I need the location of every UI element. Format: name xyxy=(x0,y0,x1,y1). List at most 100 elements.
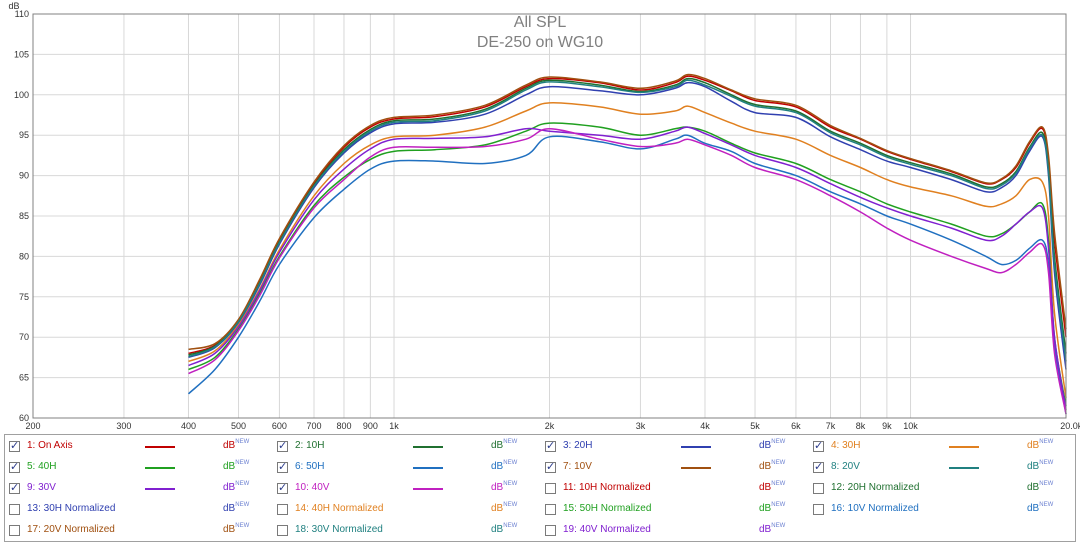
legend-unit-sup: NEW xyxy=(1039,439,1054,445)
legend-checkbox[interactable] xyxy=(277,504,288,515)
legend-checkbox[interactable] xyxy=(277,439,288,452)
y-tick-label: 85 xyxy=(19,211,29,221)
legend-checkbox[interactable] xyxy=(545,504,556,515)
series-line-4 xyxy=(188,102,1067,398)
y-tick-label: 105 xyxy=(14,49,29,59)
legend-checkbox[interactable] xyxy=(813,483,824,494)
legend-item-13: 13: 30H Normalized dBNEW xyxy=(5,500,273,520)
legend-unit: dBNEW xyxy=(759,502,786,514)
legend-unit-text: dB xyxy=(223,461,236,472)
legend-swatch xyxy=(949,467,979,469)
legend-unit: dBNEW xyxy=(759,439,786,451)
legend-checkbox[interactable] xyxy=(545,460,556,473)
legend-item-6: 6: 50H dBNEW xyxy=(273,458,541,478)
legend-unit-text: dB xyxy=(1027,482,1040,493)
legend-label: 14: 40H Normalized xyxy=(295,503,384,514)
legend-checkbox[interactable] xyxy=(9,460,20,473)
legend-item-7: 7: 10V dBNEW xyxy=(541,458,809,478)
y-tick-label: 95 xyxy=(19,130,29,140)
x-tick-label: 400 xyxy=(181,421,196,431)
legend-unit: dBNEW xyxy=(491,460,517,472)
legend-label: 19: 40V Normalized xyxy=(563,524,651,535)
legend-checkbox[interactable] xyxy=(277,525,288,536)
legend-unit: dBNEW xyxy=(223,439,249,451)
x-tick-label: 200 xyxy=(25,421,40,431)
chart-title: All SPL xyxy=(514,14,567,31)
legend-checkbox[interactable] xyxy=(545,439,556,452)
legend-checkbox[interactable] xyxy=(813,504,824,515)
legend-unit-text: dB xyxy=(759,482,772,493)
legend-unit-text: dB xyxy=(223,440,236,451)
legend-checkbox[interactable] xyxy=(9,439,20,452)
legend-unit-sup: NEW xyxy=(771,460,786,466)
legend-label: 10: 40V xyxy=(295,482,330,493)
x-tick-label: 300 xyxy=(116,421,131,431)
legend-unit: dBNEW xyxy=(1027,502,1053,514)
x-tick-label: 2k xyxy=(545,421,555,431)
legend-unit: dBNEW xyxy=(491,502,517,514)
legend-unit-text: dB xyxy=(1027,461,1040,472)
legend-unit-sup: NEW xyxy=(771,502,786,508)
x-tick-label: 6k xyxy=(791,421,801,431)
legend-unit: dBNEW xyxy=(223,481,249,493)
x-tick-label: 5k xyxy=(750,421,760,431)
legend-unit: dBNEW xyxy=(223,460,250,472)
legend-item-15: 15: 50H Normalized dBNEW xyxy=(541,500,809,520)
legend-unit-sup: NEW xyxy=(771,439,786,445)
y-tick-label: 60 xyxy=(19,413,29,423)
series-line-7 xyxy=(188,73,1067,351)
legend-unit-text: dB xyxy=(491,440,504,451)
legend-unit: dBNEW xyxy=(759,523,785,535)
legend-unit: dBNEW xyxy=(223,523,249,535)
series-line-1 xyxy=(188,75,1067,355)
legend-item-16: 16: 10V Normalized dBNEW xyxy=(809,500,1077,520)
legend-label: 8: 20V xyxy=(831,461,860,472)
legend-unit-text: dB xyxy=(1027,503,1040,514)
legend-unit: dBNEW xyxy=(759,460,786,472)
legend-item-8: 8: 20V dBNEW xyxy=(809,458,1077,478)
legend-unit-text: dB xyxy=(759,461,772,472)
legend-unit: dBNEW xyxy=(1027,460,1053,472)
legend-panel: 1: On AxisdBNEW2: 10HdBNEW3: 20HdBNEW4: … xyxy=(4,434,1076,542)
legend-swatch xyxy=(145,488,175,490)
legend-item-9: 9: 30V dBNEW xyxy=(5,479,273,499)
legend-checkbox[interactable] xyxy=(545,483,556,494)
y-tick-label: 100 xyxy=(14,90,29,100)
legend-checkbox[interactable] xyxy=(9,504,20,515)
legend-checkbox[interactable] xyxy=(813,439,824,452)
legend-item-11: 11: 10H Normalized dBNEW xyxy=(541,479,809,499)
legend-swatch xyxy=(413,467,443,469)
x-tick-label: 7k xyxy=(826,421,836,431)
legend-unit-text: dB xyxy=(759,440,772,451)
legend-label: 13: 30H Normalized xyxy=(27,503,116,514)
legend-item-17: 17: 20V Normalized dBNEW xyxy=(5,521,273,541)
legend-unit-sup: NEW xyxy=(503,439,518,445)
legend-label: 5: 40H xyxy=(27,461,57,472)
legend-checkbox[interactable] xyxy=(277,481,288,494)
x-tick-label: 700 xyxy=(306,421,321,431)
plot-area-border xyxy=(32,13,1067,419)
x-tick-label: 8k xyxy=(856,421,866,431)
chart-series-layer xyxy=(187,73,1067,415)
legend-label: 15: 50H Normalized xyxy=(563,503,652,514)
legend-unit-text: dB xyxy=(1027,440,1040,451)
legend-checkbox[interactable] xyxy=(813,460,824,473)
legend-unit: dBNEW xyxy=(491,523,518,535)
legend-checkbox[interactable] xyxy=(9,525,20,536)
legend-checkbox[interactable] xyxy=(545,525,556,536)
series-line-6 xyxy=(187,134,1067,415)
legend-checkbox[interactable] xyxy=(277,460,288,473)
legend-swatch xyxy=(145,446,175,448)
legend-checkbox[interactable] xyxy=(9,481,20,494)
legend-unit-sup: NEW xyxy=(235,460,250,466)
legend-unit-text: dB xyxy=(223,482,236,493)
chart-subtitle: DE-250 on WG10 xyxy=(477,34,603,51)
x-tick-label: 10k xyxy=(903,421,918,431)
legend-item-1: 1: On Axis dBNEW xyxy=(5,437,273,457)
legend-unit-sup: NEW xyxy=(771,481,786,487)
x-tick-label: 20.0k Hz xyxy=(1060,421,1080,431)
legend-unit-sup: NEW xyxy=(503,523,518,529)
legend-label: 4: 30H xyxy=(831,440,861,451)
y-tick-label: 75 xyxy=(19,292,29,302)
legend-unit-sup: NEW xyxy=(503,481,518,487)
